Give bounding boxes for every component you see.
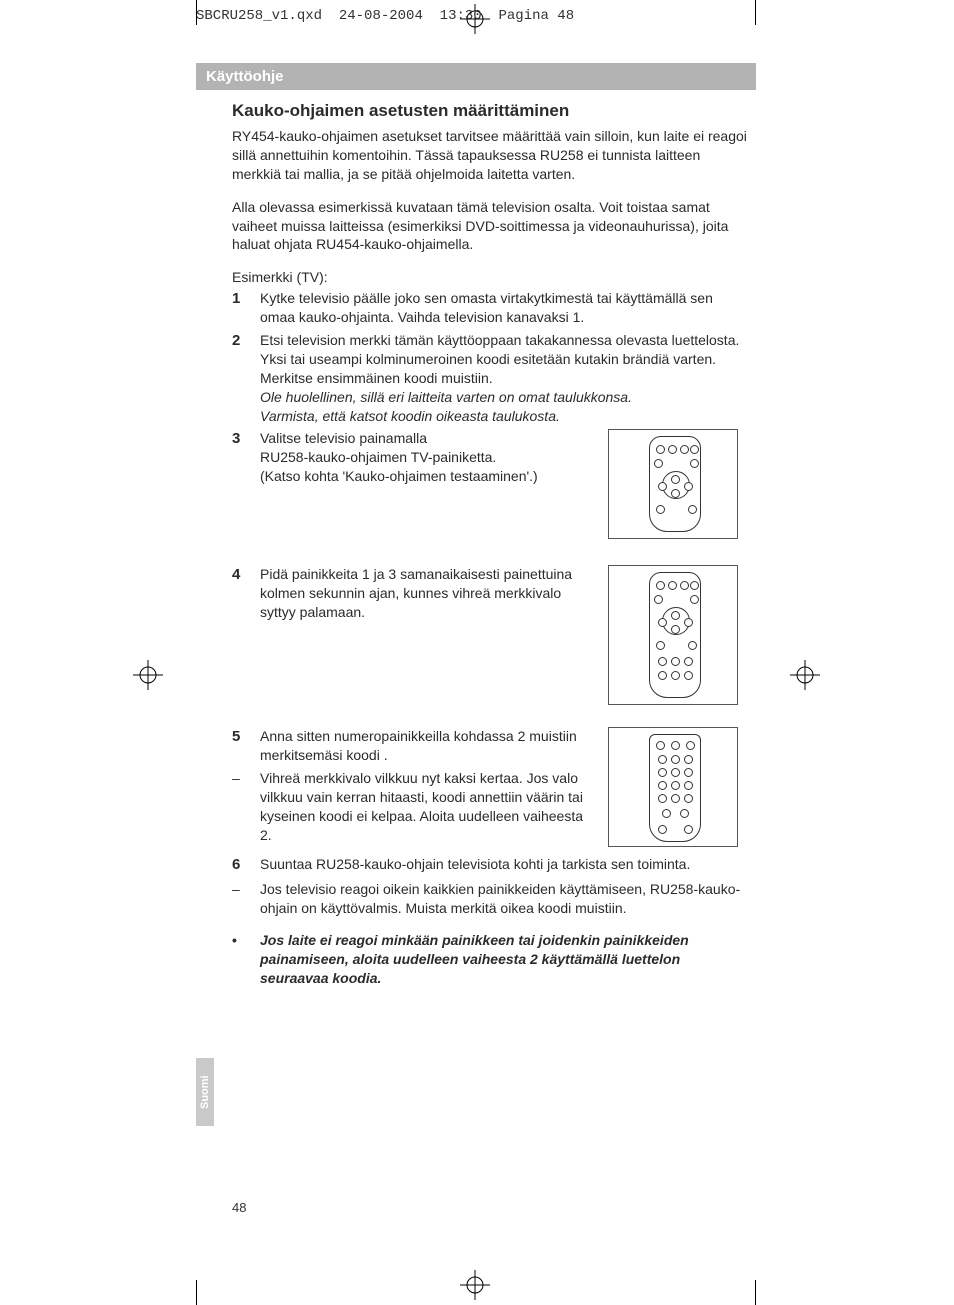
header-date: 24-08-2004 (339, 8, 423, 24)
step-2-italic2: Varmista, että katsot koodin oikeasta ta… (260, 408, 560, 424)
step-6: 6 Suuntaa RU258-kauko-ohjain televisiota… (232, 855, 748, 875)
step-3: 3 Valitse televisio painamalla RU258-kau… (232, 429, 596, 486)
step-6-number: 6 (232, 855, 260, 875)
step-5-block: 5 Anna sitten numeropainikkeilla kohdass… (232, 727, 748, 855)
step-5-number: 5 (232, 727, 260, 747)
step-6-dash-text: Jos televisio reagoi oikein kaikkien pai… (260, 880, 748, 918)
header-page: Pagina 48 (499, 8, 575, 24)
bullet-text: Jos laite ei reagoi minkään painikkeen t… (260, 932, 689, 986)
step-5: 5 Anna sitten numeropainikkeilla kohdass… (232, 727, 596, 765)
step-1-number: 1 (232, 289, 260, 309)
crop-mark (755, 0, 756, 25)
crop-mark (755, 1280, 756, 1305)
intro-paragraph-2: Alla olevassa esimerkissä kuvataan tämä … (232, 198, 748, 255)
step-1: 1 Kytke televisio päälle joko sen omasta… (232, 289, 748, 327)
step-4-text: Pidä painikkeita 1 ja 3 samanaikaisesti … (260, 565, 596, 622)
bullet-marker: • (232, 931, 260, 950)
step-4-block: 4 Pidä painikkeita 1 ja 3 samanaikaisest… (232, 565, 748, 713)
step-5-dash-text: Vihreä merkkivalo vilkkuu nyt kaksi kert… (260, 769, 596, 845)
step-5-dash-marker: – (232, 769, 260, 788)
step-2-main: Etsi television merkki tämän käyttöoppaa… (260, 332, 739, 386)
step-3-text: Valitse televisio painamalla RU258-kauko… (260, 429, 596, 486)
step-3-number: 3 (232, 429, 260, 449)
step-3c: (Katso kohta 'Kauko-ohjaimen testaaminen… (260, 468, 538, 484)
registration-mark-bottom (460, 1270, 490, 1300)
page-frame: Käyttöohje Kauko-ohjaimen asetusten määr… (196, 28, 756, 992)
step-4: 4 Pidä painikkeita 1 ja 3 samanaikaisest… (232, 565, 596, 622)
step-2-italic1: Ole huolellinen, sillä eri laitteita var… (260, 389, 632, 405)
step-4-number: 4 (232, 565, 260, 585)
step-6-text: Suuntaa RU258-kauko-ohjain televisiota k… (260, 855, 748, 874)
file-header: SBCRU258_v1.qxd 24-08-2004 13:30 Pagina … (196, 8, 574, 24)
step-3-block: 3 Valitse televisio painamalla RU258-kau… (232, 429, 748, 547)
step-2: 2 Etsi television merkki tämän käyttöopp… (232, 331, 748, 425)
registration-mark-right (790, 660, 820, 690)
step-3b: RU258-kauko-ohjaimen TV-painiketta. (260, 449, 496, 465)
content-block: Kauko-ohjaimen asetusten määrittäminen R… (196, 100, 756, 988)
example-label: Esimerkki (TV): (232, 268, 748, 287)
step-6-dash: – Jos televisio reagoi oikein kaikkien p… (232, 880, 748, 918)
step-1-text: Kytke televisio päälle joko sen omasta v… (260, 289, 748, 327)
page-number: 48 (232, 1200, 246, 1215)
step-2-text: Etsi television merkki tämän käyttöoppaa… (260, 331, 748, 425)
step-bullet: • Jos laite ei reagoi minkään painikkeen… (232, 931, 748, 988)
remote-diagram-1 (608, 429, 738, 539)
page-title: Kauko-ohjaimen asetusten määrittäminen (232, 100, 748, 123)
step-5-text: Anna sitten numeropainikkeilla kohdassa … (260, 727, 596, 765)
step-6-dash-marker: – (232, 880, 260, 899)
language-tab: Suomi (196, 1058, 214, 1126)
registration-mark-left (133, 660, 163, 690)
header-filename: SBCRU258_v1.qxd (196, 8, 322, 24)
remote-diagram-3 (608, 727, 738, 847)
step-2-number: 2 (232, 331, 260, 351)
remote-diagram-2 (608, 565, 738, 705)
section-bar: Käyttöohje (196, 63, 756, 90)
intro-paragraph-1: RY454-kauko-ohjaimen asetukset tarvitsee… (232, 127, 748, 184)
crop-mark (196, 1280, 197, 1305)
step-3a: Valitse televisio painamalla (260, 430, 427, 446)
header-time: 13:30 (440, 8, 482, 24)
step-5-dash: – Vihreä merkkivalo vilkkuu nyt kaksi ke… (232, 769, 596, 845)
